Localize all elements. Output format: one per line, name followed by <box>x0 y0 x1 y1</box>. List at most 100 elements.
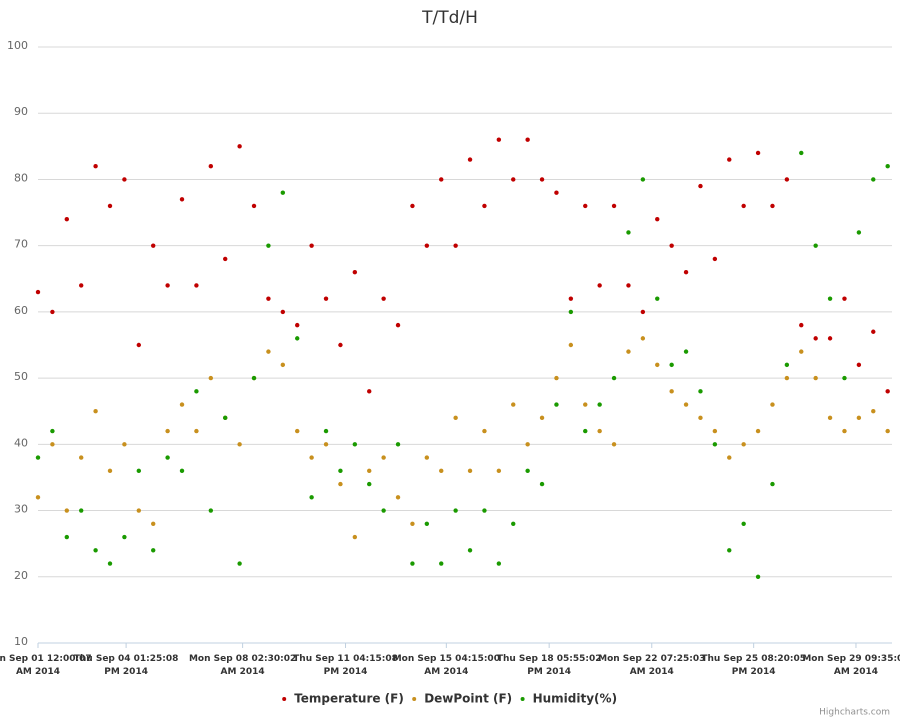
point <box>568 309 574 315</box>
point <box>237 561 242 566</box>
point <box>871 177 876 182</box>
point <box>799 322 804 328</box>
point <box>525 137 530 142</box>
point <box>467 548 473 553</box>
point <box>439 561 444 566</box>
point <box>179 402 185 407</box>
point <box>179 197 185 202</box>
point <box>813 336 818 341</box>
series <box>35 336 890 540</box>
point <box>352 534 358 540</box>
point <box>453 415 458 421</box>
point <box>266 349 271 354</box>
point <box>712 256 718 262</box>
point <box>554 375 559 381</box>
point <box>280 362 286 368</box>
point <box>770 402 775 407</box>
point <box>827 415 833 421</box>
y-tick-label: 70 <box>14 238 28 251</box>
x-tick-label: Thu Sep 11 04:15:08 PM 2014 <box>293 654 398 677</box>
point <box>611 375 617 381</box>
point <box>741 203 746 209</box>
x-tick-label: Thu Sep 18 05:55:02 PM 2014 <box>497 654 602 677</box>
point <box>539 415 545 421</box>
point <box>827 336 833 341</box>
legend-label: Humidity(%) <box>533 692 617 706</box>
point <box>712 442 718 447</box>
point <box>482 428 487 434</box>
point <box>784 375 790 381</box>
point <box>338 481 343 487</box>
point <box>669 243 674 248</box>
credit: Highcharts.com <box>819 708 890 718</box>
point <box>554 190 559 195</box>
point <box>597 428 602 434</box>
point <box>367 468 372 474</box>
point <box>669 362 674 368</box>
point <box>424 243 430 248</box>
point <box>107 561 113 566</box>
point <box>539 481 545 487</box>
point <box>64 508 70 513</box>
y-tick-label: 60 <box>14 304 28 317</box>
y-tick-label: 100 <box>7 39 28 52</box>
point <box>107 203 113 209</box>
point <box>381 508 386 513</box>
point <box>712 428 718 434</box>
legend-marker <box>412 697 417 701</box>
point <box>79 508 84 513</box>
y-tick-label: 90 <box>14 105 28 118</box>
point <box>511 177 516 182</box>
point <box>827 296 833 301</box>
point <box>511 521 516 526</box>
point <box>496 137 502 142</box>
point <box>165 455 170 460</box>
point <box>410 203 415 209</box>
point <box>223 415 228 421</box>
point <box>755 150 761 156</box>
point <box>755 574 761 579</box>
point <box>381 296 386 301</box>
point <box>727 157 732 162</box>
point <box>439 468 444 474</box>
point <box>885 389 890 394</box>
point <box>280 190 286 195</box>
y-tick-label: 80 <box>14 171 28 184</box>
point <box>467 157 473 162</box>
point <box>136 508 142 513</box>
y-tick-label: 40 <box>14 436 28 449</box>
point <box>165 283 170 288</box>
point <box>309 455 314 460</box>
point <box>554 402 559 407</box>
chart-title: T/Td/H <box>421 8 478 28</box>
point <box>107 468 113 474</box>
point <box>251 375 257 381</box>
point <box>784 362 790 368</box>
point <box>799 150 804 156</box>
point <box>755 428 761 434</box>
point <box>309 495 314 500</box>
point <box>338 468 343 474</box>
point <box>395 442 401 447</box>
point <box>395 495 401 500</box>
point <box>395 322 401 328</box>
point <box>251 203 257 209</box>
y-tick-label: 30 <box>14 503 28 516</box>
point <box>208 164 214 169</box>
point <box>597 283 602 288</box>
point <box>467 468 473 474</box>
point <box>50 428 55 434</box>
point <box>208 375 214 381</box>
point <box>741 442 746 447</box>
point <box>741 521 746 526</box>
point <box>367 389 372 394</box>
point <box>611 203 617 209</box>
point <box>640 309 646 315</box>
point <box>496 468 502 474</box>
point <box>885 428 890 434</box>
point <box>611 442 617 447</box>
point <box>583 203 588 209</box>
point <box>122 177 127 182</box>
point <box>136 342 142 348</box>
point <box>813 243 818 248</box>
